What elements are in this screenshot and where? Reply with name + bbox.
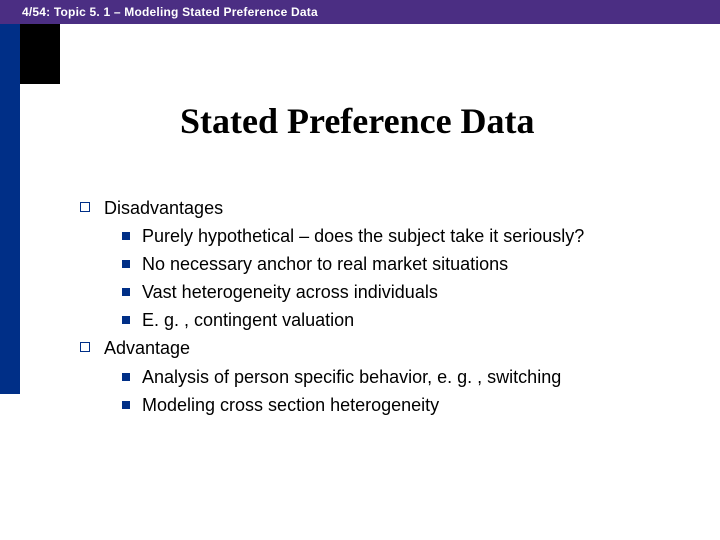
filled-square-icon: [122, 401, 130, 409]
bullet-text: Disadvantages: [104, 195, 223, 221]
filled-square-icon: [122, 373, 130, 381]
bullet-text: Advantage: [104, 335, 190, 361]
breadcrumb: 4/54: Topic 5. 1 – Modeling Stated Prefe…: [22, 5, 318, 19]
list-item: E. g. , contingent valuation: [122, 307, 680, 333]
page-title: Stated Preference Data: [180, 100, 535, 142]
hollow-square-icon: [80, 342, 90, 352]
slide: 4/54: Topic 5. 1 – Modeling Stated Prefe…: [0, 0, 720, 540]
bullet-text: E. g. , contingent valuation: [142, 307, 354, 333]
bullet-text: Vast heterogeneity across individuals: [142, 279, 438, 305]
hollow-square-icon: [80, 202, 90, 212]
header-bar: 4/54: Topic 5. 1 – Modeling Stated Prefe…: [0, 0, 720, 24]
bullet-text: Modeling cross section heterogeneity: [142, 392, 439, 418]
filled-square-icon: [122, 288, 130, 296]
filled-square-icon: [122, 316, 130, 324]
filled-square-icon: [122, 260, 130, 268]
list-item: Purely hypothetical – does the subject t…: [122, 223, 680, 249]
bullet-text: No necessary anchor to real market situa…: [142, 251, 508, 277]
bullet-text: Purely hypothetical – does the subject t…: [142, 223, 584, 249]
list-item: Disadvantages: [80, 195, 680, 221]
list-item: No necessary anchor to real market situa…: [122, 251, 680, 277]
list-item: Modeling cross section heterogeneity: [122, 392, 680, 418]
filled-square-icon: [122, 232, 130, 240]
list-item: Analysis of person specific behavior, e.…: [122, 364, 680, 390]
bullet-text: Analysis of person specific behavior, e.…: [142, 364, 561, 390]
list-item: Vast heterogeneity across individuals: [122, 279, 680, 305]
list-item: Advantage: [80, 335, 680, 361]
left-accent-bar: [0, 24, 20, 394]
content-area: Disadvantages Purely hypothetical – does…: [80, 195, 680, 420]
